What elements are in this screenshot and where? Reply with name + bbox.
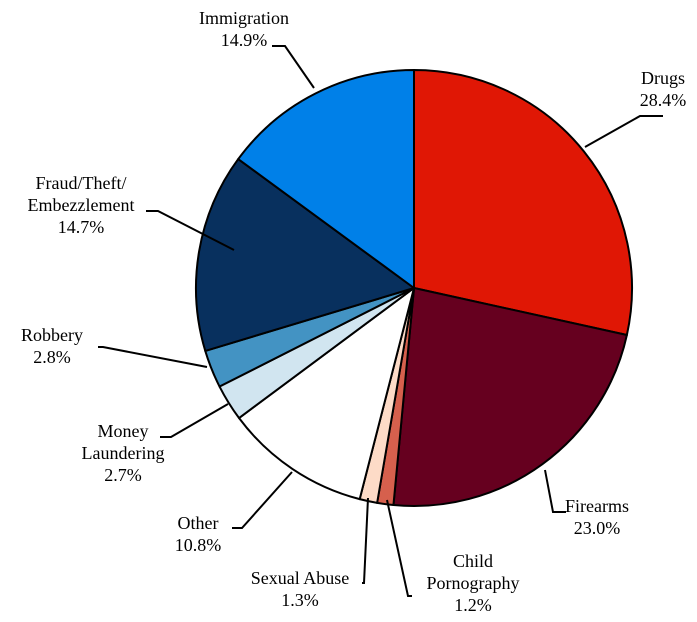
leader-line-other: [232, 471, 293, 529]
leader-line-money-laundering: [160, 403, 229, 438]
label-sexual-abuse: Sexual Abuse 1.3%: [251, 568, 350, 610]
leader-lines: [98, 45, 663, 597]
value-label-money-laundering: 2.7%: [104, 465, 142, 485]
category-label-drugs: Drugs: [641, 68, 685, 88]
leader-line-sexual-abuse: [362, 497, 369, 584]
slice-firearms: [392, 287, 628, 507]
category-label-sexual-abuse: Sexual Abuse: [251, 568, 350, 588]
label-firearms: Firearms 23.0%: [565, 496, 629, 538]
value-label-sexual-abuse: 1.3%: [281, 590, 319, 610]
label-child-pornography: Child Pornography 1.2%: [427, 551, 520, 615]
value-label-immigration: 14.9%: [221, 30, 268, 50]
category-label-fraud-theft-embezzlement: Embezzlement: [28, 195, 135, 215]
leader-line-robbery: [98, 346, 208, 368]
label-immigration: Immigration 14.9%: [199, 8, 289, 50]
category-label-money-laundering: Laundering: [82, 443, 165, 463]
value-label-robbery: 2.8%: [33, 347, 71, 367]
value-label-other: 10.8%: [175, 535, 222, 555]
slice-immigration: [237, 69, 415, 289]
leader-line-drugs: [584, 115, 663, 148]
label-other: Other 10.8%: [175, 513, 222, 555]
value-label-fraud-theft-embezzlement: 14.7%: [58, 217, 105, 237]
slice-other: [238, 287, 415, 501]
category-label-child-pornography: Child: [453, 551, 493, 571]
category-label-money-laundering: Money: [98, 421, 149, 441]
slice-fraud-theft-embezzlement: [195, 158, 415, 352]
category-label-firearms: Firearms: [565, 496, 629, 516]
value-label-firearms: 23.0%: [574, 518, 621, 538]
category-label-immigration: Immigration: [199, 8, 289, 28]
category-label-fraud-theft-embezzlement: Fraud/Theft/: [36, 173, 127, 193]
label-money-laundering: Money Laundering 2.7%: [82, 421, 165, 485]
value-label-drugs: 28.4%: [640, 90, 687, 110]
label-fraud-theft-embezzlement: Fraud/Theft/Embezzlement 14.7%: [28, 173, 135, 237]
value-label-child-pornography: 1.2%: [454, 595, 492, 615]
category-label-robbery: Robbery: [21, 325, 83, 345]
leader-line-fraud-theft-embezzlement: [146, 210, 235, 251]
category-label-other: Other: [178, 513, 219, 533]
pie-slices: [195, 69, 633, 507]
leader-line-child-pornography: [386, 499, 412, 597]
label-robbery: Robbery 2.8%: [21, 325, 83, 367]
leader-line-immigration: [272, 45, 315, 89]
label-drugs: Drugs 28.4%: [640, 68, 687, 110]
category-label-child-pornography: Pornography: [427, 573, 520, 593]
leader-line-firearms: [544, 469, 566, 513]
slice-labels: Drugs 28.4%Firearms 23.0%Child Pornography 1…: [21, 8, 686, 615]
slice-drugs: [413, 69, 633, 336]
